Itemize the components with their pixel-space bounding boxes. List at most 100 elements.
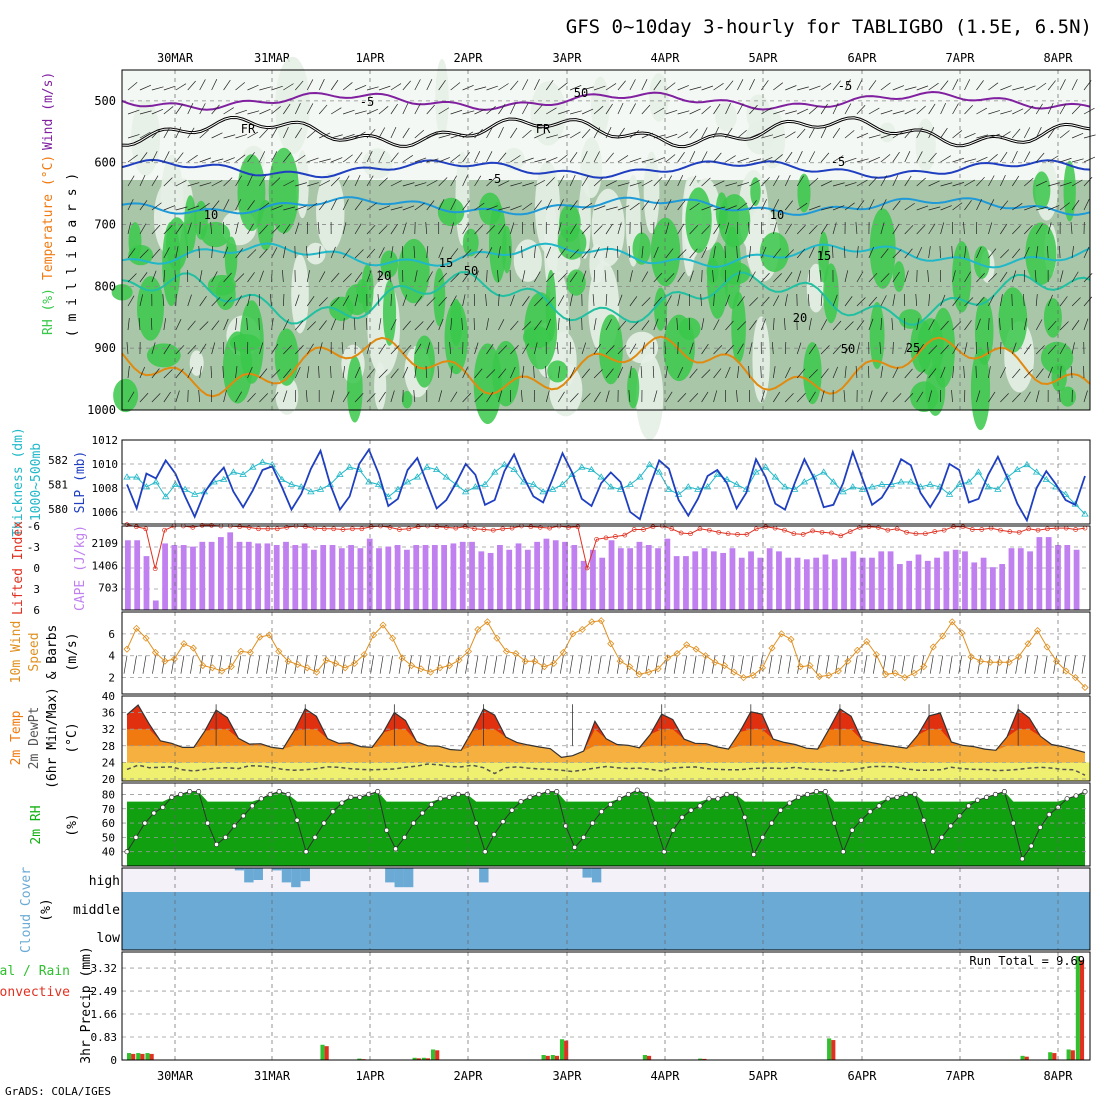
thickness-point (278, 475, 286, 482)
rh-point (554, 789, 560, 795)
lifted-index-point (904, 529, 909, 535)
rh-light-patch (435, 58, 449, 139)
lifted-index-point (584, 565, 590, 571)
wind-barb (988, 175, 995, 187)
wind-barb (773, 110, 785, 115)
wind-barb (785, 131, 796, 139)
precip-convective-bar (140, 1053, 145, 1060)
lifted-index-point (321, 526, 327, 532)
date-label-bottom: 5APR (749, 1069, 779, 1083)
wind-barb (958, 655, 963, 674)
wind-barb (787, 655, 792, 674)
wind-barb (629, 157, 642, 163)
wind-barb (151, 175, 159, 187)
wind-barb (199, 221, 201, 235)
thickness-point (965, 478, 973, 485)
wind-speed-point (1005, 658, 1013, 666)
rh-moist-patch (146, 343, 181, 368)
precip-total-bar (412, 1057, 417, 1060)
thickness-point (152, 478, 160, 485)
wind-barb (127, 366, 130, 379)
wind-barb (235, 222, 239, 235)
lifted-index-point (594, 536, 599, 542)
wind-barb (1083, 296, 1093, 307)
date-label-top: 1APR (356, 51, 386, 65)
rh-point (894, 794, 900, 800)
wind-barb (701, 127, 708, 139)
wind-barb (1059, 79, 1066, 91)
precip-convective-bar (545, 1055, 550, 1060)
wind-barb (749, 320, 757, 331)
wind-barb (223, 79, 231, 91)
rh-moist-patch (998, 287, 1028, 353)
lifted-index-line (126, 524, 1086, 570)
wind-barb (892, 271, 900, 283)
wind-barb (354, 392, 364, 403)
wind-barb (784, 223, 792, 235)
wind-barb (486, 225, 496, 235)
lifted-index-point (979, 527, 985, 532)
wind-barb (880, 391, 888, 403)
rh-moist-patch (557, 225, 587, 260)
thickness-point (1042, 475, 1050, 482)
wind-barb (749, 200, 757, 211)
thickness-point (626, 480, 634, 487)
wind-barb (127, 273, 137, 283)
rh-point (330, 809, 336, 815)
rh-light-patch (591, 188, 625, 267)
wind-barb (271, 106, 281, 115)
wind-barb (235, 82, 246, 91)
lifted-index-point (669, 526, 675, 532)
wind-barb (581, 225, 591, 235)
wind-barb (951, 246, 953, 259)
cape-bar (180, 545, 187, 610)
wind-barb (820, 246, 824, 259)
wind-barb (784, 393, 794, 403)
wind-barb (740, 655, 744, 674)
wind-speed-point (531, 657, 539, 665)
wind-barb (127, 222, 132, 235)
wind-barb (379, 655, 384, 674)
wind-speed-point (559, 648, 567, 657)
isotherm-line (121, 158, 1091, 179)
wind-barb (713, 223, 721, 235)
precip-total-bar (642, 1055, 647, 1060)
wind-barb (749, 655, 754, 674)
cape-bar (943, 551, 950, 610)
wind-barb (259, 108, 271, 115)
wind-barb (581, 393, 591, 403)
wind-barb (593, 369, 603, 379)
wind-barb (1011, 342, 1017, 355)
thickness-point (945, 490, 954, 497)
thickness-point (529, 480, 538, 487)
precip-convective-bar (149, 1053, 154, 1060)
lifted-index-point (810, 528, 815, 534)
cape-bar (469, 541, 475, 610)
wind-barb (378, 270, 381, 283)
precip-convective-bar (1052, 1053, 1057, 1060)
cape-bar (599, 557, 606, 610)
wind-barb (271, 85, 283, 91)
wind-barb (629, 129, 640, 139)
wind-barb (784, 174, 791, 187)
thickness-point (413, 473, 422, 480)
wind-speed-point (360, 651, 368, 659)
wind-barb (665, 199, 672, 211)
wind-barb (354, 249, 364, 259)
cape-bar (645, 545, 652, 610)
wind-barb (486, 85, 498, 91)
thickness-point (897, 478, 905, 485)
wind-barb (342, 391, 350, 403)
wind-barb (235, 295, 242, 307)
wind-barb (510, 344, 519, 355)
lifted-index-point (209, 522, 214, 528)
wind-barb (283, 223, 291, 235)
lifted-index-point (481, 527, 487, 532)
wind-barb (1047, 102, 1054, 115)
wind-barb (928, 127, 935, 139)
wind-speed-point (1043, 643, 1051, 651)
wind-barb (773, 248, 782, 259)
wind-barb (1035, 103, 1043, 115)
cape-bar (785, 557, 792, 610)
credit-text: GrADS: COLA/IGES (5, 1085, 111, 1098)
